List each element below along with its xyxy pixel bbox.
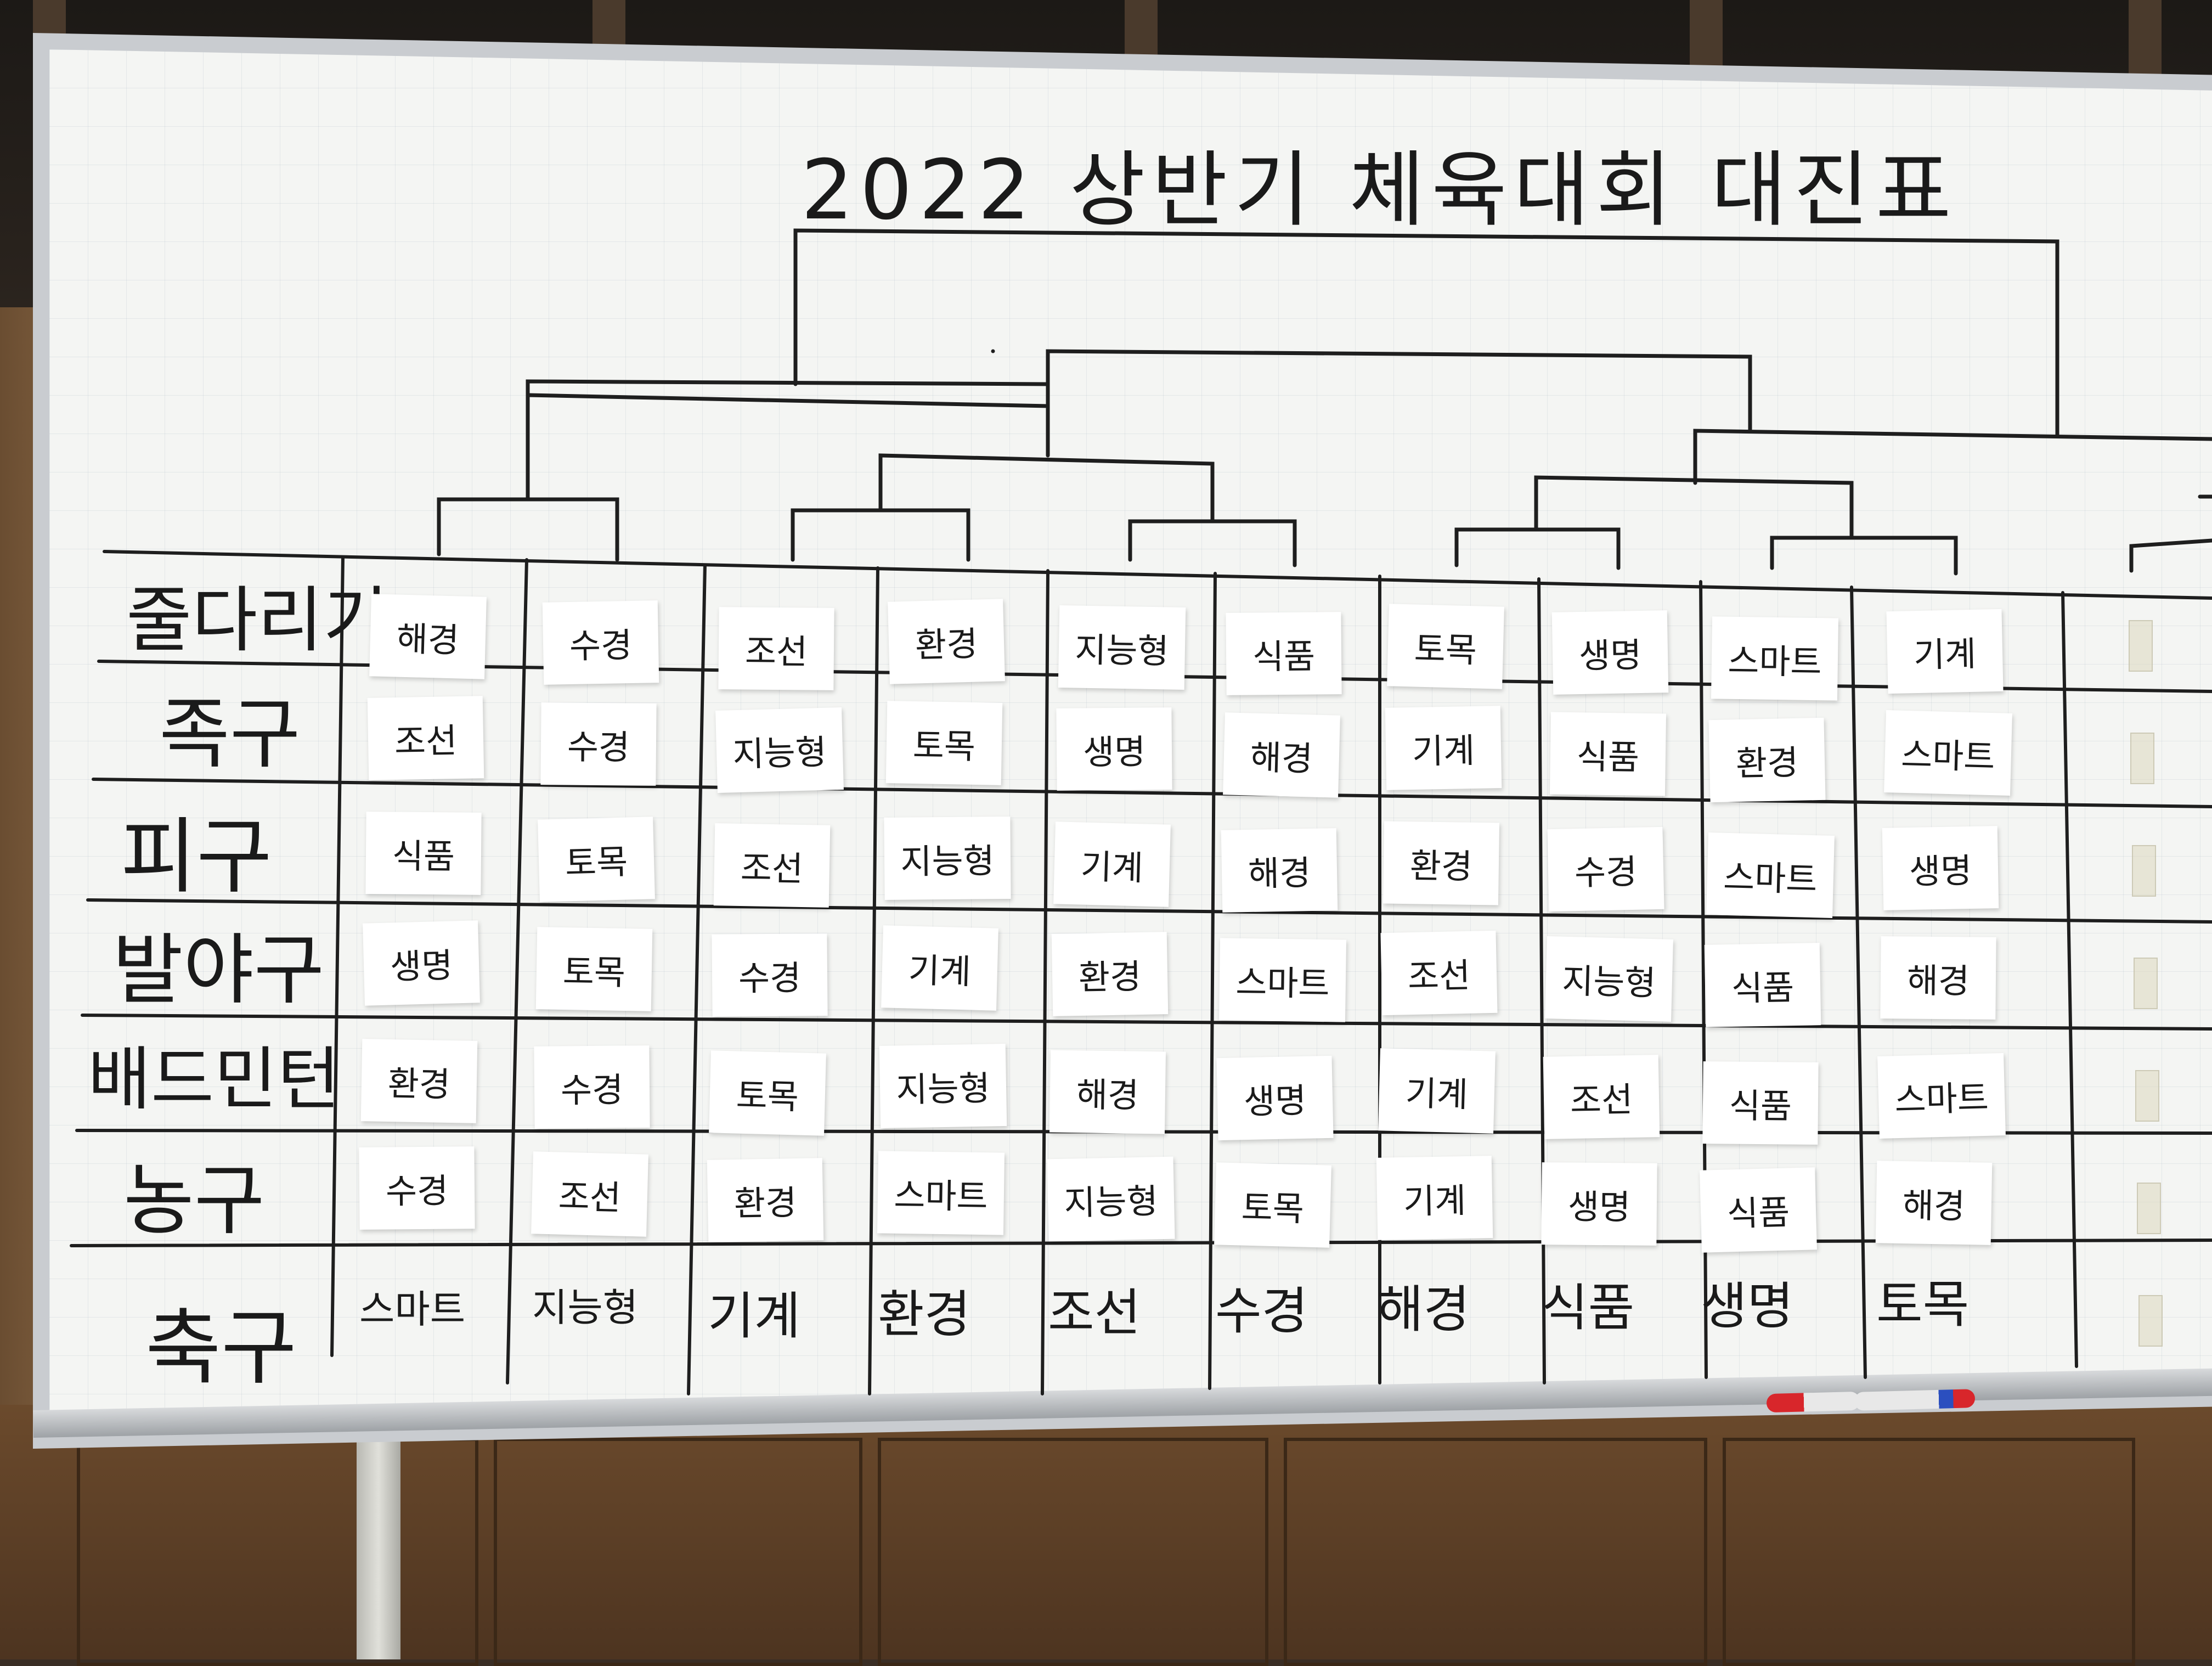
cabinet-door xyxy=(878,1438,1268,1666)
tape-piece xyxy=(2134,958,2158,1009)
sport-label: 농구 xyxy=(123,1156,265,1246)
team-card[interactable]: 환경 xyxy=(1383,821,1500,905)
cabinet-door xyxy=(77,1438,478,1666)
team-card[interactable]: 지능형 xyxy=(715,707,844,793)
team-card[interactable]: 지능형 xyxy=(1058,605,1186,690)
team-card[interactable]: 생명 xyxy=(1541,1162,1657,1246)
team-card[interactable]: 토목 xyxy=(709,1050,826,1136)
team-card[interactable]: 환경 xyxy=(1708,717,1826,803)
team-card[interactable]: 해경 xyxy=(369,594,487,679)
team-handwritten: 스마트 xyxy=(359,1287,466,1332)
board-stand xyxy=(357,1427,400,1659)
team-card[interactable]: 식품 xyxy=(1702,1061,1819,1145)
team-card[interactable]: 스마트 xyxy=(1877,1053,2006,1139)
team-card[interactable]: 스마트 xyxy=(1218,938,1347,1022)
team-card[interactable]: 기계 xyxy=(1376,1156,1493,1240)
team-card[interactable]: 식품 xyxy=(1700,1167,1817,1253)
team-handwritten: 조선 xyxy=(1048,1284,1141,1342)
team-card[interactable]: 수경 xyxy=(540,702,657,786)
team-card[interactable]: 조선 xyxy=(1543,1055,1660,1139)
team-card[interactable]: 지능형 xyxy=(884,816,1011,900)
team-card[interactable]: 조선 xyxy=(531,1151,648,1237)
team-handwritten: 생명 xyxy=(1701,1277,1794,1336)
team-card[interactable]: 환경 xyxy=(360,1039,478,1123)
sport-label: 줄다리기 xyxy=(126,578,389,662)
team-handwritten: 환경 xyxy=(878,1285,971,1344)
tournament-bracket xyxy=(437,228,2212,576)
team-card[interactable]: 토목 xyxy=(1387,604,1504,689)
cabinet-door xyxy=(494,1438,862,1666)
team-card[interactable]: 수경 xyxy=(712,933,828,1017)
schedule-grid xyxy=(70,550,2212,1395)
team-card[interactable]: 기계 xyxy=(1378,1048,1496,1134)
team-card[interactable]: 지능형 xyxy=(1047,1156,1175,1242)
team-card[interactable]: 토목 xyxy=(885,701,1003,785)
team-card[interactable]: 해경 xyxy=(1221,828,1338,913)
team-card[interactable]: 생명 xyxy=(1216,1055,1334,1141)
team-card[interactable]: 해경 xyxy=(1223,712,1340,798)
team-card[interactable]: 해경 xyxy=(1880,936,1996,1020)
team-handwritten: 식품 xyxy=(1542,1279,1635,1337)
team-card[interactable]: 수경 xyxy=(1547,826,1664,912)
team-handwritten: 해경 xyxy=(1377,1280,1470,1339)
team-card[interactable]: 기계 xyxy=(1385,706,1502,790)
team-card[interactable]: 식품 xyxy=(365,812,482,895)
team-handwritten: 수경 xyxy=(1215,1282,1308,1341)
team-card[interactable]: 조선 xyxy=(1380,930,1498,1016)
team-card[interactable]: 지능형 xyxy=(879,1044,1007,1128)
team-card[interactable]: 기계 xyxy=(1886,609,2004,694)
team-handwritten: 기계 xyxy=(708,1287,801,1346)
tape-piece xyxy=(2138,1295,2163,1347)
team-card[interactable]: 조선 xyxy=(718,607,834,690)
team-card[interactable]: 기계 xyxy=(881,925,998,1011)
team-card[interactable]: 생명 xyxy=(363,920,480,1006)
team-card[interactable]: 기계 xyxy=(1053,821,1171,907)
board-title: 2022 상반기 체육대회 대진표 xyxy=(801,143,1958,238)
team-card[interactable]: 토목 xyxy=(538,817,655,902)
cabinet-door xyxy=(1723,1438,2135,1666)
team-card[interactable]: 환경 xyxy=(1051,932,1169,1016)
sport-label: 배드민턴 xyxy=(88,1040,340,1119)
team-card[interactable]: 해경 xyxy=(1049,1050,1166,1134)
tape-piece xyxy=(2129,620,2153,672)
team-card[interactable]: 생명 xyxy=(1882,826,1999,910)
team-card[interactable]: 수경 xyxy=(534,1045,650,1129)
sport-label: 발야구 xyxy=(112,926,325,1015)
sport-label: 피구 xyxy=(121,809,273,905)
tape-piece xyxy=(2132,845,2156,897)
sport-label: 축구 xyxy=(145,1301,297,1396)
team-card[interactable]: 수경 xyxy=(359,1146,475,1230)
team-card[interactable]: 조선 xyxy=(713,823,831,908)
team-card[interactable]: 스마트 xyxy=(1711,616,1839,701)
team-card[interactable]: 스마트 xyxy=(1884,710,2012,796)
team-card[interactable]: 생명 xyxy=(1056,707,1172,791)
team-card[interactable]: 식품 xyxy=(1704,943,1821,1027)
team-card[interactable]: 스마트 xyxy=(1706,832,1835,918)
team-card[interactable]: 스마트 xyxy=(877,1151,1005,1235)
cabinet-door xyxy=(1284,1438,1707,1666)
team-card[interactable]: 토목 xyxy=(1214,1162,1331,1248)
sport-label: 족구 xyxy=(159,690,301,779)
team-card[interactable]: 환경 xyxy=(888,599,1005,684)
team-card[interactable]: 조선 xyxy=(367,696,484,780)
team-card[interactable]: 토목 xyxy=(535,927,653,1011)
team-handwritten: 토목 xyxy=(1876,1275,1970,1334)
team-card[interactable]: 생명 xyxy=(1551,610,1669,695)
team-handwritten: 지능형 xyxy=(532,1285,639,1330)
team-card[interactable]: 지능형 xyxy=(1545,936,1673,1022)
team-card[interactable]: 식품 xyxy=(1549,712,1667,796)
tape-piece xyxy=(2130,733,2154,784)
tape-piece xyxy=(2137,1183,2161,1234)
team-card[interactable]: 수경 xyxy=(542,600,659,685)
team-card[interactable]: 해경 xyxy=(1875,1161,1993,1245)
team-card[interactable]: 식품 xyxy=(1226,612,1342,695)
team-card[interactable]: 환경 xyxy=(707,1158,824,1242)
tape-piece xyxy=(2135,1070,2159,1122)
